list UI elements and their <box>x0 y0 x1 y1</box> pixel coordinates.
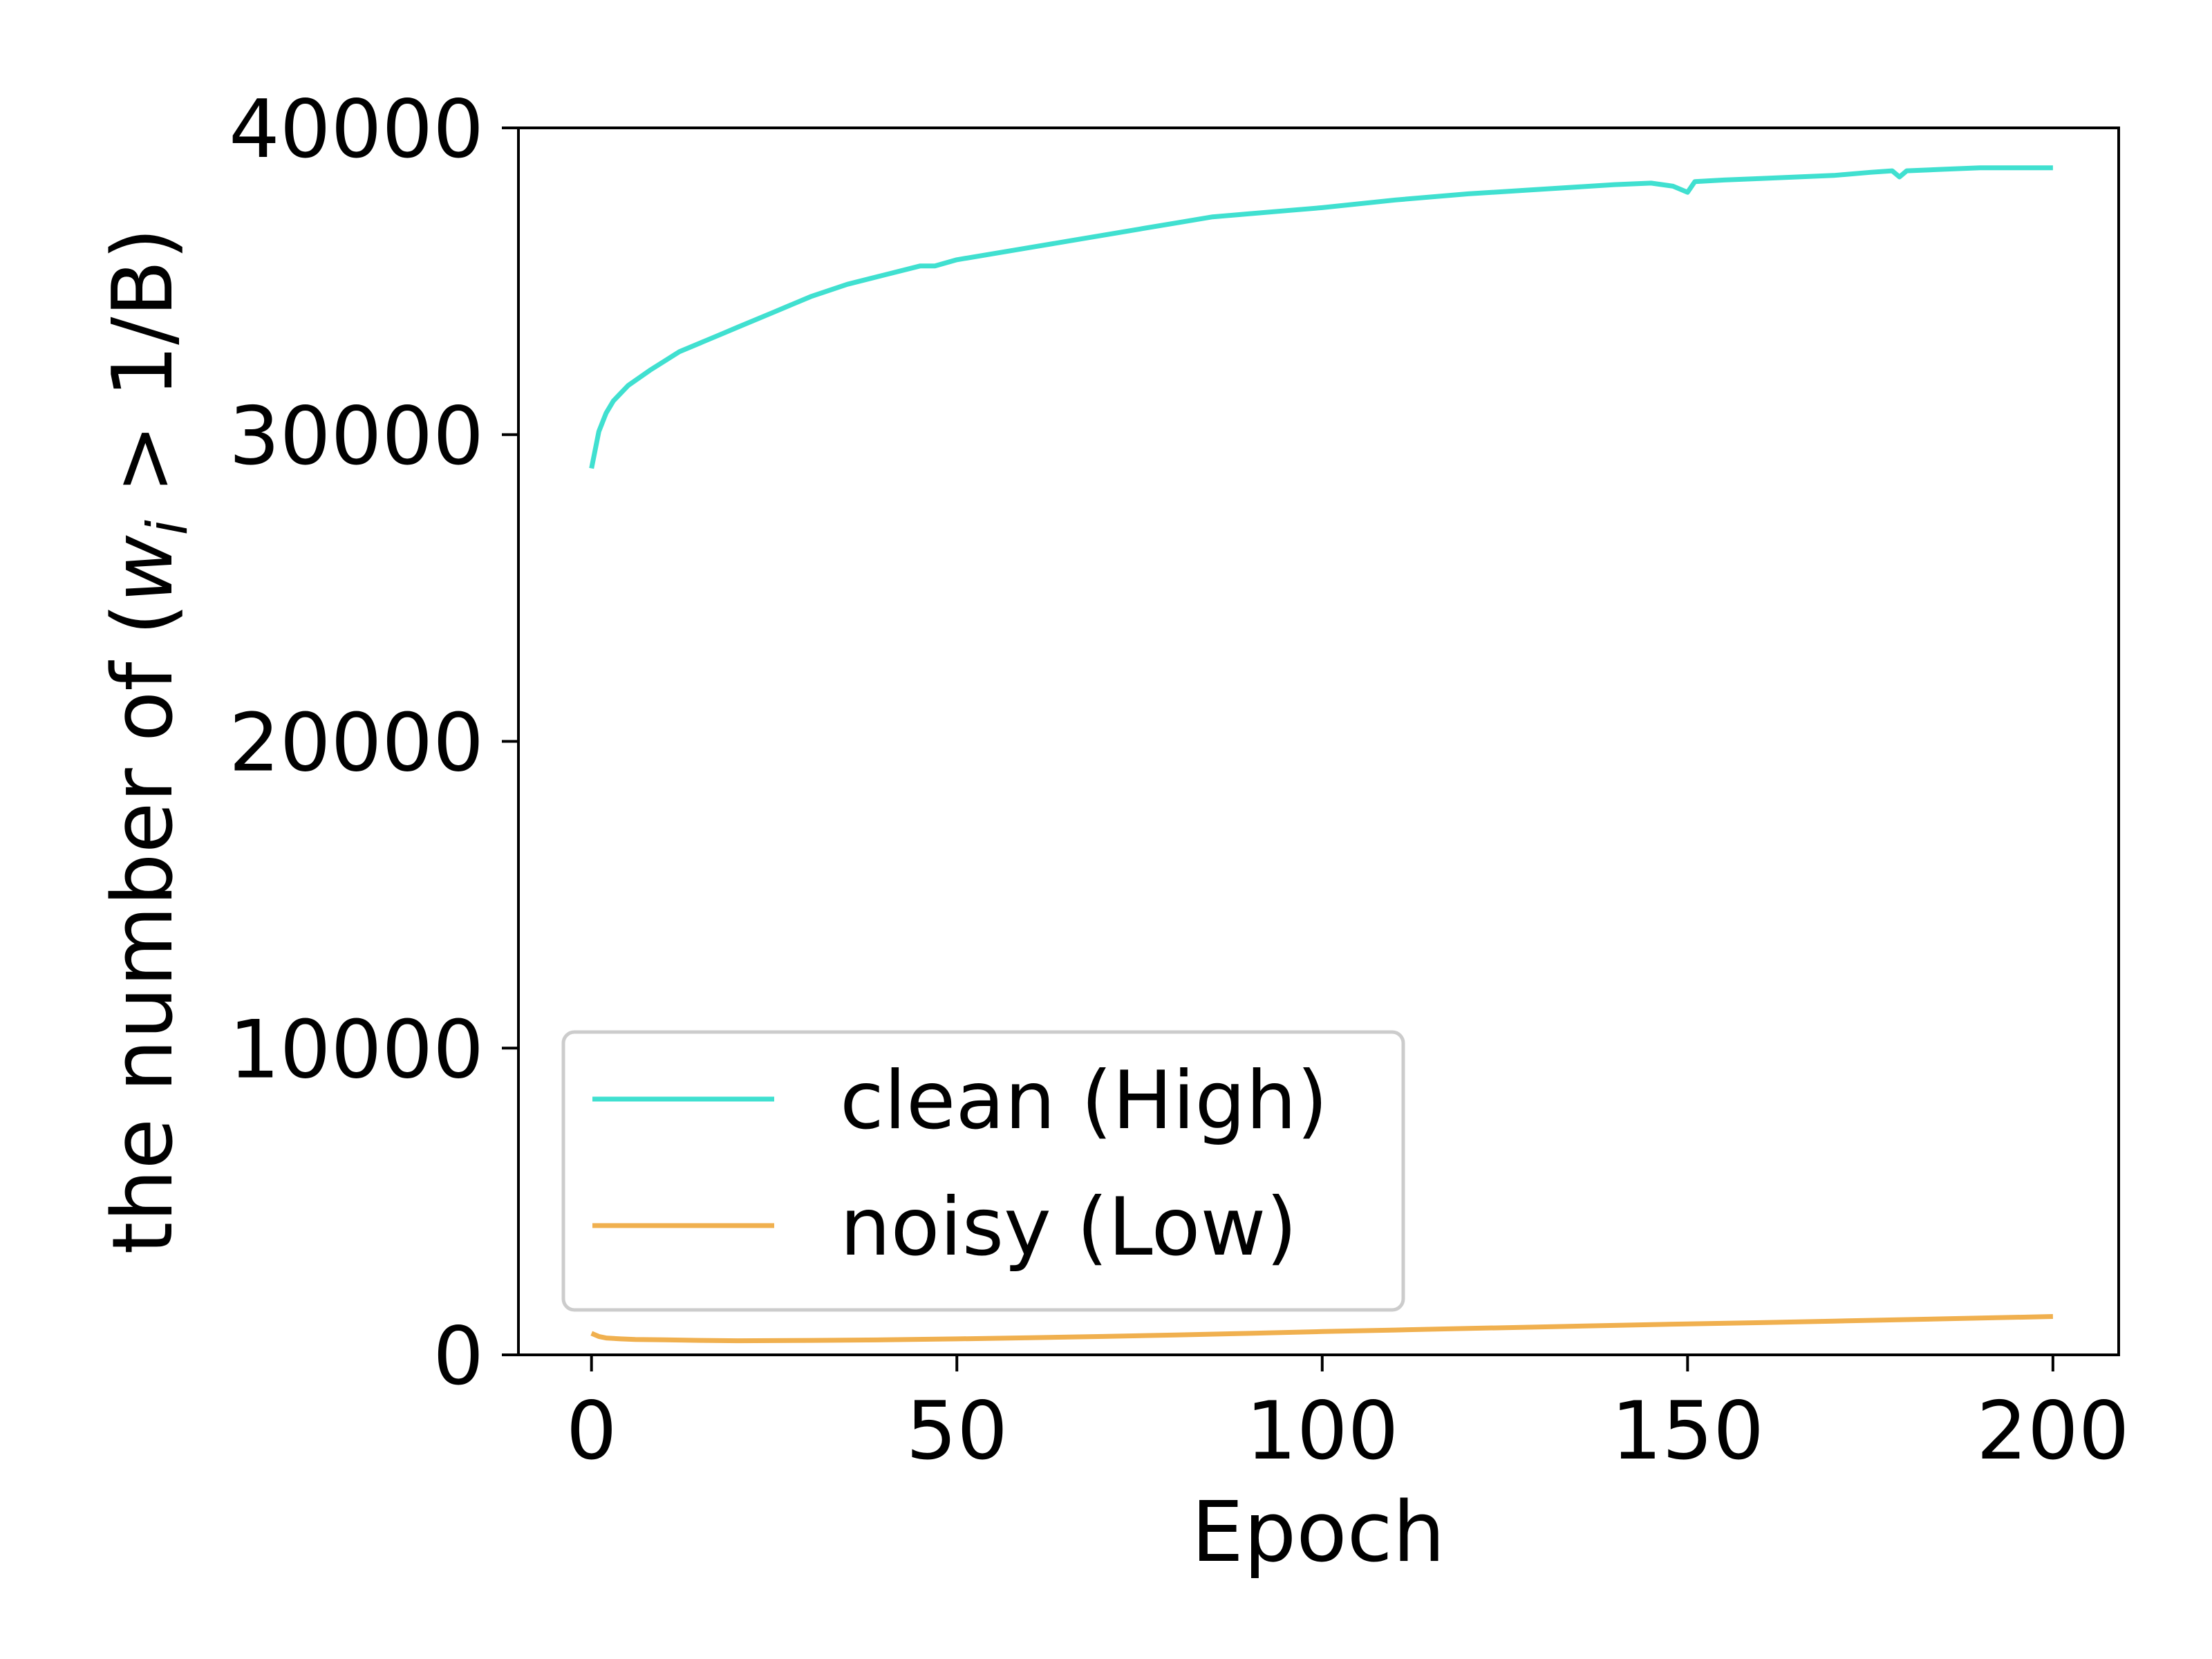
x-axis-label: Epoch <box>1191 1485 1445 1581</box>
y-axis-label-suffix: > 1/B) <box>95 227 191 520</box>
y-tick-label: 0 <box>433 1310 484 1403</box>
y-axis-label-prefix: the number of ( <box>95 603 191 1254</box>
x-tick-label: 150 <box>1611 1385 1764 1478</box>
legend: clean (High) noisy (Low) <box>561 1030 1405 1312</box>
x-tick-label: 50 <box>906 1385 1008 1478</box>
y-axis-label-subscript: i <box>135 520 200 535</box>
y-tick-label: 20000 <box>229 697 484 790</box>
x-tick-label: 100 <box>1246 1385 1398 1478</box>
y-axis-ticks: 0 10000 20000 30000 40000 <box>229 83 518 1403</box>
y-axis-label-variable: w <box>95 534 191 603</box>
x-tick-label: 0 <box>566 1385 617 1478</box>
y-axis-label: the number of (wi > 1/B) <box>95 227 200 1254</box>
legend-label-noisy: noisy (Low) <box>840 1181 1297 1274</box>
y-tick-label: 40000 <box>229 83 484 176</box>
legend-label-clean: clean (High) <box>840 1054 1328 1147</box>
series-line-noisy <box>590 1314 2053 1344</box>
x-axis-ticks: 0 50 100 150 200 <box>566 1355 2130 1478</box>
x-tick-label: 200 <box>1976 1385 2129 1478</box>
series-layer <box>589 165 2053 1344</box>
series-line-clean <box>589 165 2053 469</box>
y-tick-label: 30000 <box>229 390 484 483</box>
y-tick-label: 10000 <box>229 1003 484 1096</box>
